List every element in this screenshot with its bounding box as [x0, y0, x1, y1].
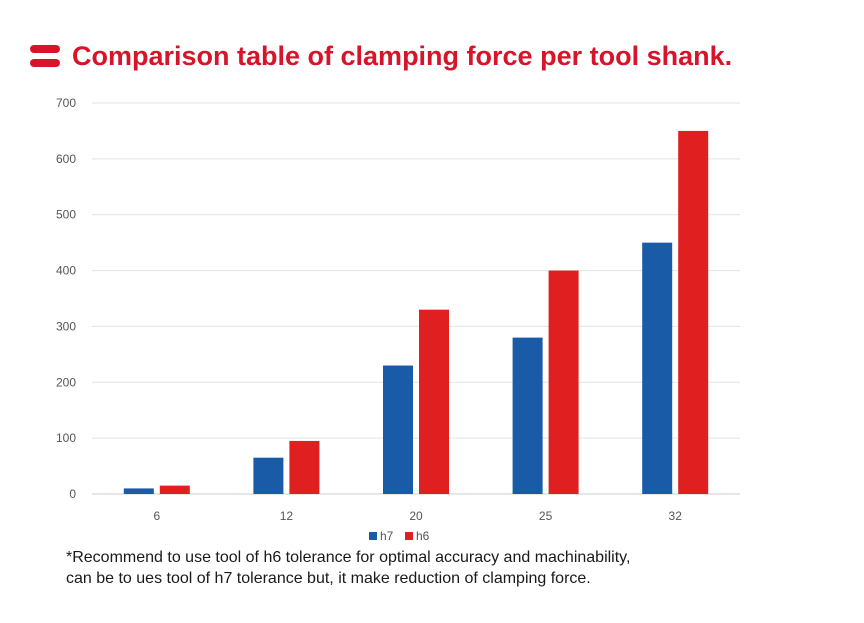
x-tick-label-12: 12 — [280, 509, 294, 523]
x-tick-label-6: 6 — [153, 509, 160, 523]
legend-swatch-h6 — [405, 532, 413, 540]
bar-h7-25 — [512, 337, 543, 494]
legend-label-h6: h6 — [416, 529, 430, 543]
y-tick-label-100: 100 — [56, 431, 76, 445]
bar-h7-12 — [253, 457, 284, 494]
y-tick-label-200: 200 — [56, 375, 76, 389]
double-bar-icon — [30, 45, 60, 67]
x-tick-label-25: 25 — [539, 509, 553, 523]
bar-h6-12 — [289, 440, 320, 494]
page-title: Comparison table of clamping force per t… — [72, 40, 733, 71]
bar-h6-6 — [159, 485, 190, 494]
bar-h7-32 — [642, 242, 673, 494]
legend-swatch-h7 — [369, 532, 377, 540]
bar-h6-20 — [419, 309, 449, 494]
y-tick-label-300: 300 — [56, 319, 76, 333]
x-tick-label-32: 32 — [669, 509, 683, 523]
legend-label-h7: h7 — [380, 529, 394, 543]
footnote: *Recommend to use tool of h6 tolerance f… — [66, 547, 846, 589]
title-row: Comparison table of clamping force per t… — [30, 36, 850, 76]
y-tick-label-600: 600 — [56, 152, 76, 166]
footnote-line-2: can be to ues tool of h7 tolerance but, … — [66, 570, 591, 587]
bar-h7-20 — [383, 365, 413, 494]
y-tick-label-400: 400 — [56, 264, 76, 278]
bar-h6-25 — [548, 270, 579, 494]
bar-h6-32 — [678, 130, 709, 494]
footnote-line-1: *Recommend to use tool of h6 tolerance f… — [66, 549, 631, 566]
y-tick-label-700: 700 — [56, 96, 76, 110]
y-tick-label-0: 0 — [69, 487, 76, 501]
y-tick-label-500: 500 — [56, 208, 76, 222]
x-tick-label-20: 20 — [409, 509, 423, 523]
bar-h7-6 — [123, 488, 154, 494]
